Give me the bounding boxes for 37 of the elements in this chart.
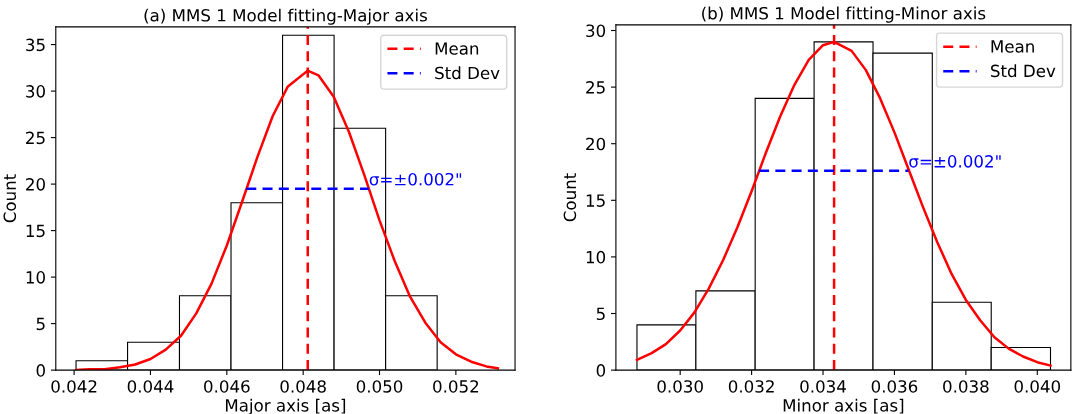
y-tick-label: 30 [586, 24, 606, 38]
legend-label: Mean [435, 42, 479, 55]
x-tick-label: 0.050 [356, 380, 403, 393]
legend-label: Std Dev [991, 64, 1056, 78]
x-tick-label: 0.052 [433, 380, 479, 393]
chart-title: (a) MMS 1 Model fitting-Major axis [144, 8, 427, 25]
y-tick-label: 20 [26, 178, 45, 191]
legend-label: Std Dev [435, 66, 500, 80]
y-tick-label: 25 [586, 81, 605, 94]
y-tick-label: 20 [586, 137, 606, 151]
y-axis-title: Count [3, 174, 17, 223]
x-tick-label: 0.038 [943, 380, 989, 393]
y-tick-label: 0 [596, 364, 606, 377]
legend-label: Mean [991, 40, 1034, 53]
x-tick-label: 0.034 [800, 380, 846, 393]
x-axis-title: Major axis [as] [225, 398, 346, 414]
x-tick-label: 0.040 [1014, 380, 1061, 393]
x-axis-title: Minor axis [as] [783, 398, 904, 414]
y-tick-label: 10 [26, 271, 45, 284]
chart-title: (b) MMS 1 Model fitting-Minor axis [702, 6, 986, 23]
y-tick-label: 10 [586, 250, 606, 264]
x-tick-label: 0.036 [871, 380, 918, 393]
y-tick-label: 5 [596, 307, 605, 321]
y-tick-label: 5 [36, 317, 45, 331]
y-tick-label: 30 [26, 85, 45, 98]
x-tick-label: 0.032 [728, 380, 774, 393]
y-tick-label: 35 [26, 38, 45, 52]
y-tick-label: 0 [36, 364, 45, 377]
y-tick-label: 25 [26, 131, 45, 145]
x-tick-label: 0.042 [51, 380, 97, 393]
y-tick-label: 15 [586, 194, 605, 207]
x-tick-label: 0.044 [127, 380, 174, 393]
x-tick-label: 0.046 [204, 380, 250, 393]
y-tick-label: 15 [26, 224, 45, 238]
x-tick-label: 0.048 [280, 380, 326, 393]
x-tick-label: 0.030 [657, 380, 703, 393]
y-axis-title: Count [563, 173, 577, 222]
